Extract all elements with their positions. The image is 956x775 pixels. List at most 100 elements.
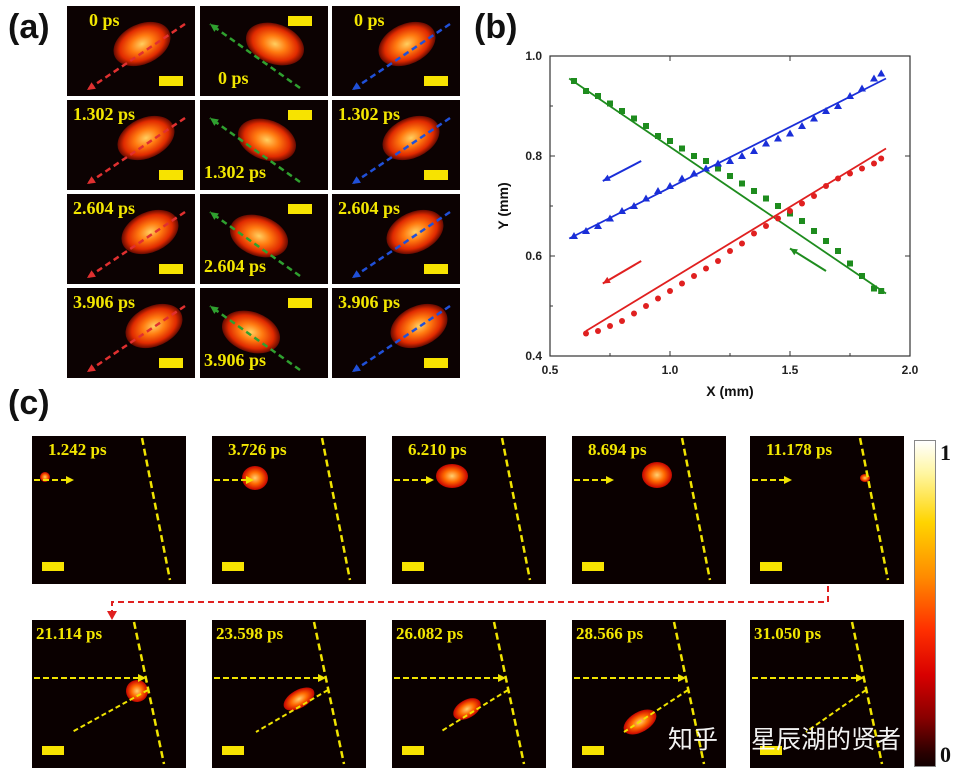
fit-line-red xyxy=(585,147,887,332)
interface-line xyxy=(320,437,352,581)
scale-bar xyxy=(424,358,448,368)
point-green xyxy=(607,100,613,107)
direction-arrow xyxy=(351,304,451,374)
panel-a-frame: 2.604 ps xyxy=(332,194,460,284)
plot-frame xyxy=(549,55,911,357)
scale-bar xyxy=(159,264,183,274)
point-blue xyxy=(618,207,626,214)
panel-c-frame: 3.726 ps xyxy=(212,436,366,584)
point-red xyxy=(631,310,637,317)
scale-bar xyxy=(288,110,312,120)
point-red xyxy=(775,215,781,222)
point-blue xyxy=(877,69,886,77)
panel-a-frame: 3.906 ps xyxy=(332,288,460,378)
point-green xyxy=(763,195,769,202)
time-label: 23.598 ps xyxy=(216,624,284,643)
panel-a-frame: 1.302 ps xyxy=(200,100,328,190)
point-red xyxy=(715,258,721,264)
point-blue xyxy=(714,159,722,167)
interface-line xyxy=(850,621,884,765)
point-green xyxy=(847,260,853,267)
x-tick-label: 1.5 xyxy=(782,363,799,377)
time-label: 6.210 ps xyxy=(408,440,467,459)
point-red xyxy=(595,328,601,334)
panel-a-label: (a) xyxy=(8,8,50,46)
point-red xyxy=(583,330,589,337)
point-red xyxy=(763,223,769,229)
direction-arrow xyxy=(351,116,451,186)
point-green xyxy=(655,133,661,139)
panel-c-image-sequence: 1.242 ps 3.726 ps 6.210 ps 8.694 ps 11.178 p… xyxy=(0,430,956,775)
point-blue xyxy=(762,139,770,147)
direction-arrow-line xyxy=(602,260,642,285)
point-blue xyxy=(858,84,866,92)
time-label: 28.566 ps xyxy=(576,624,644,643)
scale-bar xyxy=(402,746,424,755)
reflected-arrow xyxy=(623,689,689,733)
point-blue xyxy=(594,222,602,229)
point-blue xyxy=(846,92,854,99)
direction-arrow xyxy=(209,304,301,372)
fit-line-green xyxy=(568,77,887,295)
frame-overlay xyxy=(752,437,890,581)
point-green xyxy=(631,115,637,122)
reflected-arrow xyxy=(71,689,149,733)
point-blue xyxy=(726,157,734,164)
frame-overlay xyxy=(574,437,712,581)
point-green xyxy=(571,78,577,84)
panel-c-frame: 28.566 ps xyxy=(572,620,726,768)
y-tick-label: 1.0 xyxy=(525,49,542,63)
incident-arrow-head xyxy=(784,476,792,484)
point-blue xyxy=(738,152,746,159)
direction-arrow-line xyxy=(602,160,642,182)
point-green xyxy=(859,273,865,279)
point-green xyxy=(691,153,697,159)
time-label: 2.604 ps xyxy=(338,198,401,218)
point-red xyxy=(703,265,709,272)
time-label: 1.302 ps xyxy=(204,162,267,182)
scale-bar xyxy=(760,562,782,571)
point-blue xyxy=(678,174,686,182)
incident-arrow-head xyxy=(138,674,146,682)
panel-a-frame: 0 ps xyxy=(332,6,460,96)
time-label: 0 ps xyxy=(218,68,249,88)
panel-c-frame: 11.178 ps xyxy=(750,436,904,584)
panel-a-frame: 1.302 ps xyxy=(332,100,460,190)
direction-arrow xyxy=(86,210,186,280)
colorbar-min-label: 0 xyxy=(940,742,951,767)
point-blue xyxy=(690,169,698,177)
scale-bar xyxy=(582,746,604,755)
watermark-text: 知乎 @星辰湖的贤者 xyxy=(668,725,901,754)
point-green xyxy=(871,285,877,292)
scale-bar xyxy=(222,562,244,571)
scale-bar xyxy=(760,746,782,755)
panel-a-frame: 2.604 ps xyxy=(200,194,328,284)
panel-a-frame: 3.906 ps xyxy=(67,288,195,378)
interface-line xyxy=(858,437,890,581)
direction-arrow xyxy=(351,210,451,280)
frame-overlay xyxy=(394,437,532,581)
time-label: 3.906 ps xyxy=(338,292,401,312)
x-tick-label: 2.0 xyxy=(902,363,919,377)
incident-arrow-head xyxy=(66,476,74,484)
time-label: 1.242 ps xyxy=(48,440,107,459)
y-axis-label: Y (mm) xyxy=(495,182,511,229)
point-red xyxy=(727,248,733,254)
point-red xyxy=(619,318,625,324)
point-green xyxy=(811,228,817,234)
point-green xyxy=(667,138,673,144)
point-green xyxy=(595,93,601,99)
row-connector-arrow xyxy=(107,586,829,620)
time-label: 3.906 ps xyxy=(73,292,136,312)
incident-arrow-head xyxy=(498,674,506,682)
point-blue xyxy=(834,102,842,109)
point-red xyxy=(859,165,865,172)
direction-arrow xyxy=(209,210,301,278)
point-blue xyxy=(630,202,638,209)
time-label: 31.050 ps xyxy=(754,624,822,643)
time-label: 21.114 ps xyxy=(36,624,103,643)
panel-c-frame: 31.050 ps xyxy=(750,620,904,768)
x-tick-label: 1.0 xyxy=(662,363,679,377)
y-tick-label: 0.6 xyxy=(525,249,542,263)
point-blue xyxy=(798,122,806,129)
